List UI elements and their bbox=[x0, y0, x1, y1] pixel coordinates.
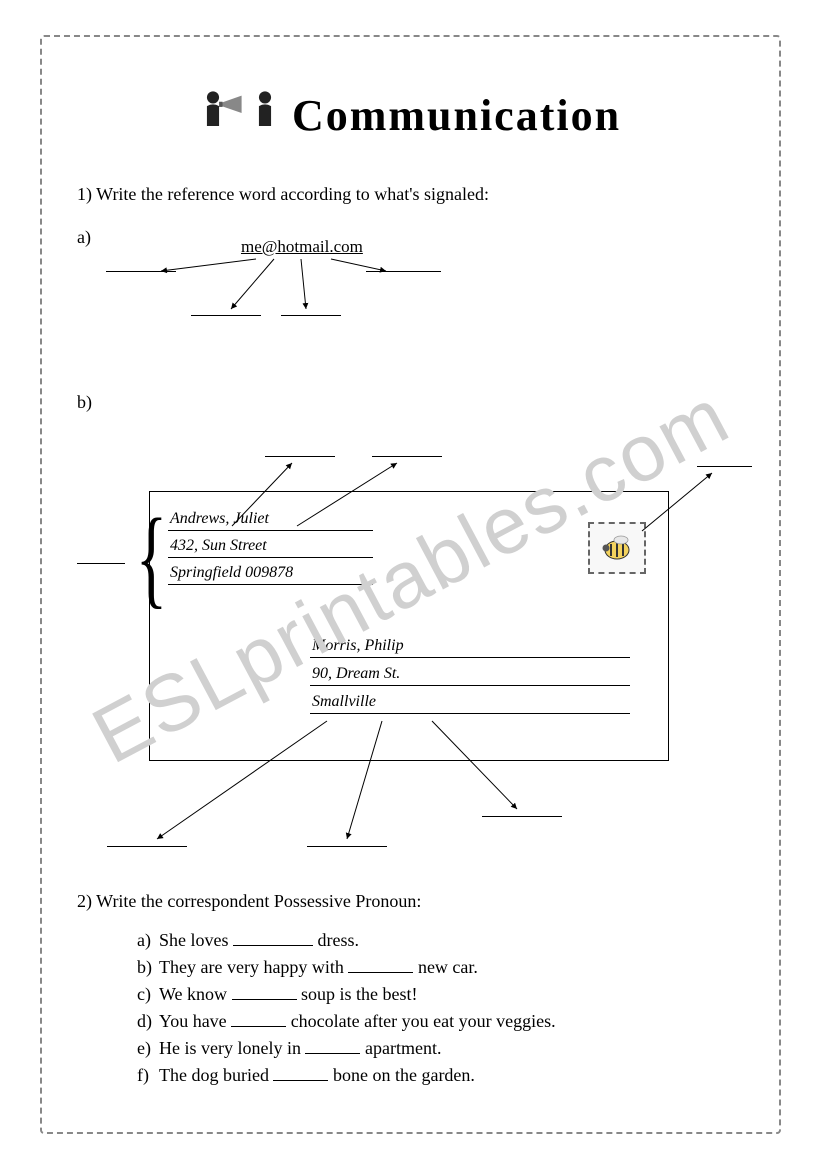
part-a-label: a) bbox=[77, 227, 91, 248]
page-title: Communication bbox=[292, 90, 621, 141]
q2-item-pre-text: She loves bbox=[159, 930, 233, 950]
q2-item-post-text: soup is the best! bbox=[297, 984, 418, 1004]
q2-item-b: b)They are very happy with new car. bbox=[137, 957, 744, 978]
q2-item-post-text: dress. bbox=[313, 930, 359, 950]
q2-blank[interactable] bbox=[233, 932, 313, 946]
q2-item-a: a)She loves dress. bbox=[137, 930, 744, 951]
part-b-label: b) bbox=[77, 392, 92, 412]
blank-b-top1[interactable] bbox=[265, 456, 335, 457]
recipient-name: Morris, Philip bbox=[312, 637, 404, 655]
title-row: Communication bbox=[77, 87, 744, 144]
q2-item-post-text: new car. bbox=[413, 957, 477, 977]
blank-a1[interactable] bbox=[106, 271, 176, 272]
email-example: me@hotmail.com bbox=[241, 237, 363, 257]
q2-item-letter: e) bbox=[137, 1038, 159, 1059]
q2-item-d: d)You have chocolate after you eat your … bbox=[137, 1011, 744, 1032]
sender-city: Springfield 009878 bbox=[170, 564, 293, 582]
part-a-container: a) me@hotmail.com bbox=[77, 227, 744, 357]
blank-b-bottom2[interactable] bbox=[307, 846, 387, 847]
blank-a3[interactable] bbox=[281, 315, 341, 316]
recipient-address: 90, Dream St. bbox=[312, 665, 400, 683]
sender-addr-line: 432, Sun Street bbox=[168, 557, 373, 558]
worksheet-page: ESLprintables.com Communication 1) Write… bbox=[40, 35, 781, 1134]
q2-blank[interactable] bbox=[348, 959, 413, 973]
bee-stamp-icon bbox=[597, 530, 637, 566]
q2-item-f: f)The dog buried bone on the garden. bbox=[137, 1065, 744, 1086]
postage-stamp bbox=[588, 522, 646, 574]
q2-item-letter: b) bbox=[137, 957, 159, 978]
q2-blank[interactable] bbox=[273, 1067, 328, 1081]
q2-item-letter: d) bbox=[137, 1011, 159, 1032]
blank-b-top2[interactable] bbox=[372, 456, 442, 457]
blank-b-bottom3[interactable] bbox=[482, 816, 562, 817]
envelope: Andrews, Juliet 432, Sun Street Springfi… bbox=[149, 491, 669, 761]
part-b-label-row: b) bbox=[77, 392, 744, 413]
q2-blank[interactable] bbox=[305, 1040, 360, 1054]
question-2-list: a)She loves dress. b)They are very happy … bbox=[77, 930, 744, 1086]
recipient-city: Smallville bbox=[312, 693, 376, 711]
q2-item-pre-text: We know bbox=[159, 984, 232, 1004]
question-2-prompt: 2) Write the correspondent Possessive Pr… bbox=[77, 891, 744, 912]
q2-item-letter: a) bbox=[137, 930, 159, 951]
q2-item-c: c)We know soup is the best! bbox=[137, 984, 744, 1005]
sender-name: Andrews, Juliet bbox=[170, 510, 269, 528]
sender-name-line: Andrews, Juliet bbox=[168, 530, 373, 531]
q2-blank[interactable] bbox=[232, 986, 297, 1000]
q2-item-letter: f) bbox=[137, 1065, 159, 1086]
sender-address: 432, Sun Street bbox=[170, 537, 267, 555]
blank-b-right[interactable] bbox=[697, 466, 752, 467]
blank-b-left[interactable] bbox=[77, 563, 125, 564]
q2-item-post-text: bone on the garden. bbox=[328, 1065, 474, 1085]
blank-a2[interactable] bbox=[191, 315, 261, 316]
envelope-diagram: { Andrews, Juliet 432, Sun Street Spring… bbox=[77, 431, 744, 861]
q2-item-pre-text: The dog buried bbox=[159, 1065, 273, 1085]
q2-blank[interactable] bbox=[231, 1013, 286, 1027]
megaphone-people-icon bbox=[200, 87, 278, 144]
blank-b-bottom1[interactable] bbox=[107, 846, 187, 847]
q2-item-pre-text: They are very happy with bbox=[159, 957, 348, 977]
sender-city-line: Springfield 009878 bbox=[168, 584, 373, 585]
q2-item-pre-text: He is very lonely in bbox=[159, 1038, 305, 1058]
question-1-prompt: 1) Write the reference word according to… bbox=[77, 184, 744, 205]
recipient-city-line: Smallville bbox=[310, 713, 630, 714]
q2-item-post-text: apartment. bbox=[360, 1038, 441, 1058]
q2-item-pre-text: You have bbox=[159, 1011, 231, 1031]
recipient-addr-line: 90, Dream St. bbox=[310, 685, 630, 686]
q2-item-post-text: chocolate after you eat your veggies. bbox=[286, 1011, 555, 1031]
q2-item-e: e)He is very lonely in apartment. bbox=[137, 1038, 744, 1059]
blank-a4[interactable] bbox=[366, 271, 441, 272]
q2-item-letter: c) bbox=[137, 984, 159, 1005]
recipient-name-line: Morris, Philip bbox=[310, 657, 630, 658]
email-diagram: me@hotmail.com bbox=[106, 237, 744, 347]
